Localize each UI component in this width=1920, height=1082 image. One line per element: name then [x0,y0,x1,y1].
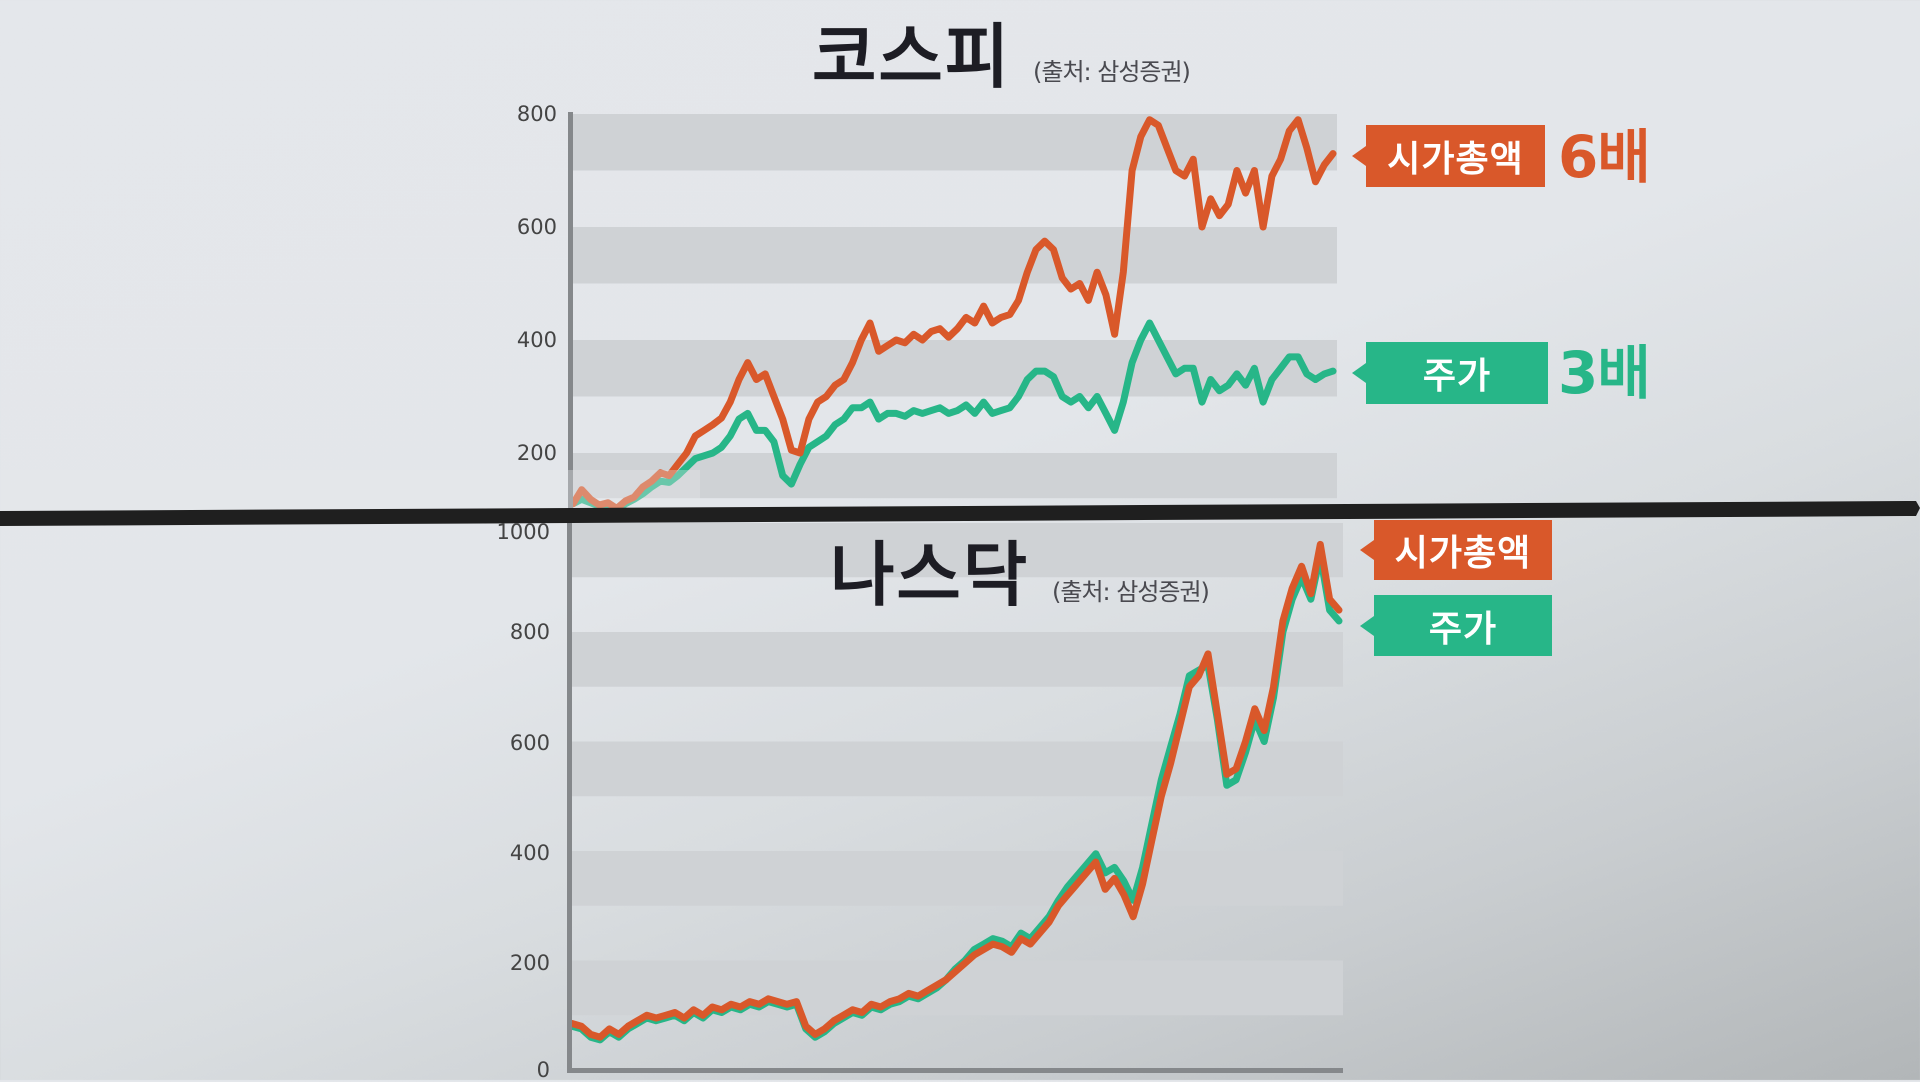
kospi-tick-200: 200 [516,441,557,465]
kospi-market-cap-label: 시가총액 [1352,125,1545,187]
kospi-stock-price-label-text: 주가 [1422,356,1492,397]
kospi-line-market-cap [569,116,1337,512]
kospi-y-axis [568,112,573,520]
kospi-title: 코스피 [812,16,1012,98]
kospi-stock-price-label: 주가 [1352,342,1548,404]
nasdaq-tick-800: 800 [509,620,550,644]
kospi-grid-band [573,227,1337,284]
kospi-market-cap-multiple: 6배 [1558,123,1651,191]
kospi-grid-band [573,114,1337,171]
nasdaq-line-market-cap [568,540,1343,1041]
nasdaq-title: 나스닥 [830,534,1030,616]
nasdaq-grid-band [572,632,1343,687]
kospi-source: (출처: 삼성증권) [1033,58,1191,86]
nasdaq-grid-band [572,523,1343,578]
kospi-stock-price-multiple: 3배 [1558,339,1651,407]
nasdaq-stock-price-label-text: 주가 [1428,608,1498,650]
kospi-market-cap-label-text: 시가총액 [1387,139,1524,180]
nasdaq-grid-band [572,741,1343,797]
nasdaq-tick-1000: 1000 [496,520,550,544]
kospi-tick-400: 400 [516,328,557,352]
nasdaq-source: (출처: 삼성증권) [1052,578,1210,606]
nasdaq-x-axis [567,1068,1343,1073]
section-separator [0,501,1920,526]
nasdaq-tick-200: 200 [509,951,550,975]
nasdaq-tick-400: 400 [509,841,550,865]
nasdaq-market-cap-label: 시가총액 [1360,520,1552,580]
kospi-tick-600: 600 [516,215,557,239]
kospi-line-stock-price [569,319,1337,513]
nasdaq-tick-600: 600 [509,731,550,755]
nasdaq-stock-price-label: 주가 [1360,595,1552,656]
kospi-tick-800: 800 [516,102,557,126]
kospi-fade-overlay [0,470,700,514]
nasdaq-market-cap-label-text: 시가총액 [1394,533,1532,574]
nasdaq-y-axis [567,520,572,1072]
nasdaq-grid-band [572,851,1343,906]
nasdaq-tick-0: 0 [536,1058,550,1082]
